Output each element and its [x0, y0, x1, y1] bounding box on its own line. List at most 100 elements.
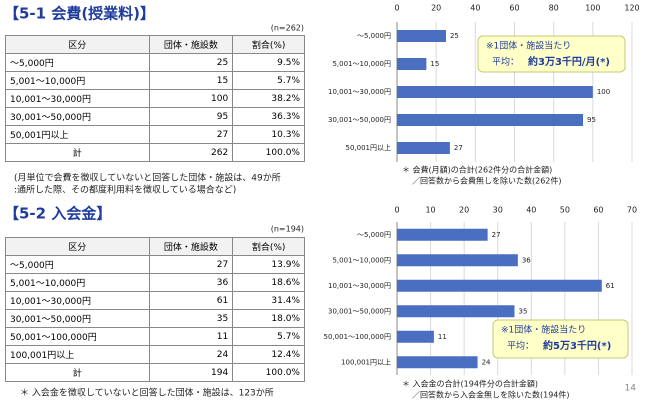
y-tick-label: 5,001～10,000円 — [332, 60, 391, 68]
table: 区分 団体・施設数 割合(%) ～5,000円 25 9.5% 5,001～10,000円 1… — [5, 35, 305, 162]
table-row: 区分 団体・施設数 割合(%) — [5, 237, 305, 256]
x-tick-label: 0 — [394, 4, 399, 13]
table-cell: 13.9% — [232, 255, 305, 274]
table-cell: 計 — [5, 363, 150, 382]
bar — [397, 58, 427, 70]
section-title: 【5-1 会費(授業料)】 — [4, 5, 155, 23]
table-cell: 27 — [148, 255, 234, 274]
table-cell: ～5,000円 — [5, 255, 150, 274]
data-label: 35 — [519, 307, 528, 315]
table-cell: 区分 — [5, 237, 150, 256]
x-tick-label: 50 — [560, 206, 570, 215]
table-row: 100,001円以上 24 12.4% — [5, 345, 305, 364]
table-cell: 100 — [148, 89, 234, 108]
bar — [397, 279, 602, 292]
bar — [397, 356, 478, 369]
y-tick-label: ～5,000円 — [357, 32, 391, 40]
table-cell: 9.5% — [232, 53, 305, 72]
y-tick-label: 10,001～30,000円 — [328, 88, 391, 96]
y-tick-label: 30,001～50,000円 — [328, 116, 391, 124]
data-label: 27 — [492, 231, 501, 239]
x-tick-label: 30 — [493, 206, 503, 215]
note: ＊ 入会金を徴収していないと回答した団体・施設は、123か所 — [20, 387, 274, 399]
page-number: 14 — [625, 384, 637, 394]
table-row: ～5,000円 25 9.5% — [5, 53, 305, 72]
table-cell: 35 — [148, 309, 234, 328]
data-label: 95 — [587, 116, 596, 124]
x-tick-label: 70 — [627, 206, 637, 215]
footnote: ＊ 入会金の合計(194件分の合計金額) — [402, 379, 538, 389]
table-row: 5,001～10,000円 15 5.7% — [5, 71, 305, 90]
bar — [397, 228, 488, 241]
table-cell: 100.0% — [232, 363, 305, 382]
note: :通所した際、その都度利用料を徴収している場合など) — [14, 184, 236, 196]
footnote: ＊ 会費(月額)の合計(262件分の合計金額) — [402, 165, 552, 175]
table-cell: 100.0% — [232, 143, 305, 162]
y-tick-label: 10,001～30,000円 — [328, 282, 391, 290]
bar — [397, 254, 518, 267]
y-tick-label: 30,001～50,000円 — [328, 307, 391, 315]
footnote: ／回答数から入会金無しを除いた数(194件) — [412, 390, 570, 400]
y-tick-label: ～5,000円 — [357, 231, 391, 239]
n-label: (n=194) — [271, 225, 304, 234]
bar — [397, 142, 450, 154]
data-label: 100 — [597, 88, 610, 96]
data-label: 36 — [522, 256, 531, 264]
bar — [397, 305, 515, 318]
table-cell: 95 — [148, 107, 234, 126]
annotation: 平均： — [492, 56, 519, 68]
table-cell: 5,001～10,000円 — [5, 273, 150, 292]
table-cell: 団体・施設数 — [148, 35, 234, 54]
x-tick-label: 20 — [459, 206, 469, 215]
table-cell: 61 — [148, 291, 234, 310]
table-row: 50,001～100,000円 11 5.7% — [5, 327, 305, 346]
data-label: 27 — [454, 144, 463, 152]
data-label: 25 — [450, 32, 459, 40]
x-tick-label: 20 — [431, 4, 441, 13]
x-tick-label: 40 — [470, 4, 480, 13]
table-cell: 24 — [148, 345, 234, 364]
table-cell: 5.7% — [232, 71, 305, 90]
table-cell: 10.3% — [232, 125, 305, 144]
data-label: 24 — [482, 358, 491, 366]
table-cell: 30,001～50,000円 — [5, 309, 150, 328]
table-row: 10,001～30,000円 100 38.2% — [5, 89, 305, 108]
y-tick-label: 50,001～100,000円 — [324, 333, 391, 341]
annotation: ※1団体・施設当たり — [501, 324, 586, 336]
table-cell: 194 — [148, 363, 234, 382]
y-tick-label: 100,001円以上 — [341, 357, 391, 366]
table-cell: 36 — [148, 273, 234, 292]
x-tick-label: 10 — [425, 206, 435, 215]
bar — [397, 114, 584, 126]
table: 区分 団体・施設数 割合(%) ～5,000円 27 13.9% 5,001～10,000円… — [5, 237, 305, 382]
n-label: (n=262) — [271, 24, 304, 33]
y-tick-label: 50,001円以上 — [346, 143, 392, 152]
annotation: 約3万3千円/月(*) — [528, 55, 610, 68]
table-cell: 団体・施設数 — [148, 237, 234, 256]
table-cell: 10,001～30,000円 — [5, 89, 150, 108]
table-row: 30,001～50,000円 95 36.3% — [5, 107, 305, 126]
table-cell: 計 — [5, 143, 150, 162]
table-row: 計 262 100.0% — [5, 143, 305, 162]
annotation: 約5万3千円(*) — [543, 339, 611, 352]
note: (月単位で会費を徴収していないと回答した団体・施設は、49か所 — [14, 172, 281, 184]
table-cell: 31.4% — [232, 291, 305, 310]
table-cell: 区分 — [5, 35, 150, 54]
bar — [397, 330, 434, 343]
table-cell: 36.3% — [232, 107, 305, 126]
x-tick-label: 120 — [624, 4, 639, 13]
table-cell: 25 — [148, 53, 234, 72]
annotation: ※1団体・施設当たり — [486, 40, 571, 52]
annotation-box — [492, 319, 629, 359]
x-tick-label: 0 — [394, 206, 399, 215]
x-tick-label: 100 — [585, 4, 600, 13]
bar — [397, 30, 446, 42]
table-cell: 12.4% — [232, 345, 305, 364]
table-cell: 38.2% — [232, 89, 305, 108]
table-cell: 11 — [148, 327, 234, 346]
x-tick-label: 80 — [549, 4, 559, 13]
table-cell: 15 — [148, 71, 234, 90]
table-cell: 5,001～10,000円 — [5, 71, 150, 90]
table-row: 30,001～50,000円 35 18.0% — [5, 309, 305, 328]
data-label: 11 — [438, 333, 447, 341]
